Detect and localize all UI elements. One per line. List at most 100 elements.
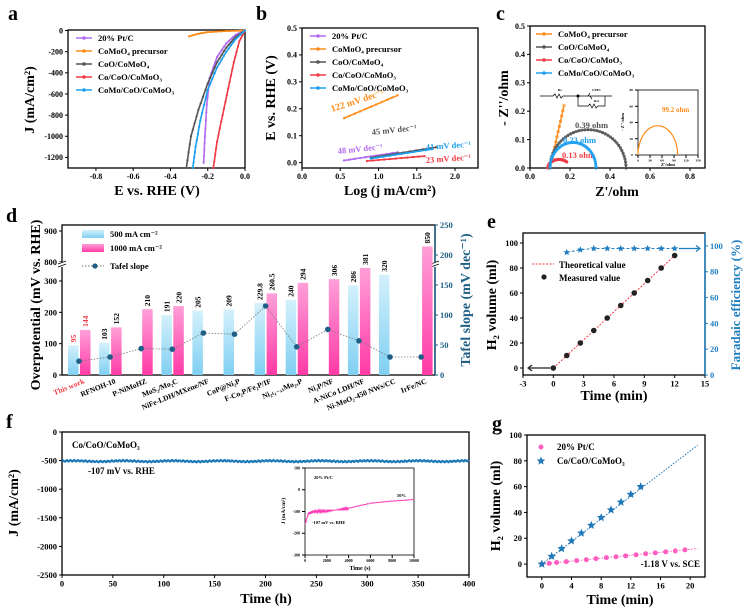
bar-value-label: 306 <box>330 265 339 277</box>
y-tick-label: 300 <box>44 276 57 286</box>
bar-value-label: 240 <box>287 285 296 297</box>
x-tick-label: 6 <box>612 379 616 389</box>
y-tick-label: -100 <box>293 509 300 514</box>
data-star <box>567 536 576 545</box>
data-point <box>608 135 612 139</box>
y-tick-label: 0 <box>514 363 518 373</box>
y2-tick-label: 60 <box>710 293 719 303</box>
y-tick-label: 0 <box>631 153 633 157</box>
data-point <box>571 140 575 144</box>
data-point <box>220 58 223 61</box>
data-point <box>549 160 553 164</box>
y-tick-label: 0.3 <box>515 79 525 88</box>
data-point <box>241 31 244 34</box>
inset-end-label: 50% <box>397 493 407 498</box>
y-tick-label: 0 <box>53 370 57 380</box>
x-tick-label: 0.8 <box>685 172 695 181</box>
y-tick-label: -600 <box>48 90 63 99</box>
y-tick-label: 60 <box>630 104 634 108</box>
bar-value-label: 381 <box>361 253 370 265</box>
y-tick-label: 40 <box>510 313 519 323</box>
x-tick-label: -0.8 <box>90 172 103 181</box>
data-point <box>220 53 223 56</box>
data-point <box>418 149 422 153</box>
data-point <box>565 160 569 164</box>
data-point <box>578 142 582 146</box>
data-point <box>369 105 373 108</box>
x-tick-label: 0.6 <box>645 172 655 181</box>
data-point <box>411 155 415 159</box>
x-tick-label: 0.5 <box>335 172 345 181</box>
data-point <box>353 157 356 161</box>
inset-x-title: Z'/ohm <box>661 162 675 167</box>
data-point <box>375 156 379 159</box>
data-point <box>353 112 356 115</box>
data-point <box>191 166 194 170</box>
faradaic-star <box>671 244 679 252</box>
y-tick-label: -1000 <box>37 484 57 494</box>
data-point <box>358 156 362 160</box>
axis-break-icon <box>57 260 67 268</box>
data-point <box>369 157 373 160</box>
data-point <box>388 157 392 161</box>
tafel-point <box>107 354 113 360</box>
data-point <box>199 119 202 122</box>
data-point <box>618 146 622 150</box>
y2-tick-label: 100 <box>710 241 723 251</box>
inset-title: 20% Pt/C <box>314 475 333 480</box>
data-point <box>563 559 569 565</box>
y-tick-label: 20 <box>510 338 519 348</box>
x-tick-label: 15 <box>701 379 710 389</box>
axis-break-gap <box>58 262 66 267</box>
data-point <box>196 132 200 135</box>
x-tick-label: 8000 <box>388 558 396 563</box>
x-tick-label: 30 <box>648 159 652 163</box>
chart-a: -0.8 -0.6 -0.4 -0.2 0.0 0 -200 -400 -600 -800 -100… <box>23 26 250 199</box>
data-point <box>613 139 617 143</box>
legend-label: Co/CoO/CoMoO₃ <box>98 72 162 82</box>
data-point <box>199 32 202 35</box>
x-axis-title: Z'/ohm <box>595 185 639 200</box>
bar-value-label: 152 <box>112 313 121 325</box>
data-point <box>225 94 228 97</box>
data-point <box>595 129 599 133</box>
y-tick-label: 60 <box>514 482 523 492</box>
data-point <box>643 551 649 557</box>
y-tick-label: 0.2 <box>515 107 525 116</box>
data-star <box>577 528 586 537</box>
data-point <box>224 100 227 104</box>
x-axis-title: Time (h) <box>240 592 292 607</box>
bar-500 <box>347 285 359 375</box>
inset-y-title: J (mA/cm²) <box>280 498 287 525</box>
y-tick-label: 900 <box>44 226 57 236</box>
data-point <box>562 103 566 108</box>
data-point <box>193 156 196 159</box>
panel-label-f: f <box>6 411 13 433</box>
bar-500 <box>285 299 297 375</box>
y-tick-label: 80 <box>630 88 634 92</box>
data-point <box>215 147 218 150</box>
data-point <box>554 140 558 144</box>
data-point <box>229 74 233 77</box>
data-point <box>663 549 669 555</box>
x-tick-label: -0.6 <box>127 172 140 181</box>
y-tick-label: 0.5 <box>515 22 525 31</box>
data-point <box>554 560 560 566</box>
data-point <box>215 55 219 59</box>
bar-value-label: 294 <box>299 268 308 280</box>
legend-label: 20% Pt/C <box>557 442 595 452</box>
y2-tick-label: 20 <box>710 344 719 354</box>
x-tick-label: -0.4 <box>164 172 177 181</box>
panel-label-g: g <box>492 413 502 435</box>
legend-marker <box>82 62 86 66</box>
circuit-label: CPE1 <box>592 88 601 92</box>
data-point <box>342 116 346 120</box>
data-point <box>358 110 362 113</box>
bar-500 <box>223 309 234 375</box>
data-point <box>218 57 221 60</box>
legend-label: Co/CoO/CoMoO₃ <box>557 456 625 466</box>
data-point <box>621 151 625 155</box>
y-tick-label: -1500 <box>37 513 57 523</box>
data-point <box>205 103 208 106</box>
y-tick-label: -400 <box>48 69 63 78</box>
